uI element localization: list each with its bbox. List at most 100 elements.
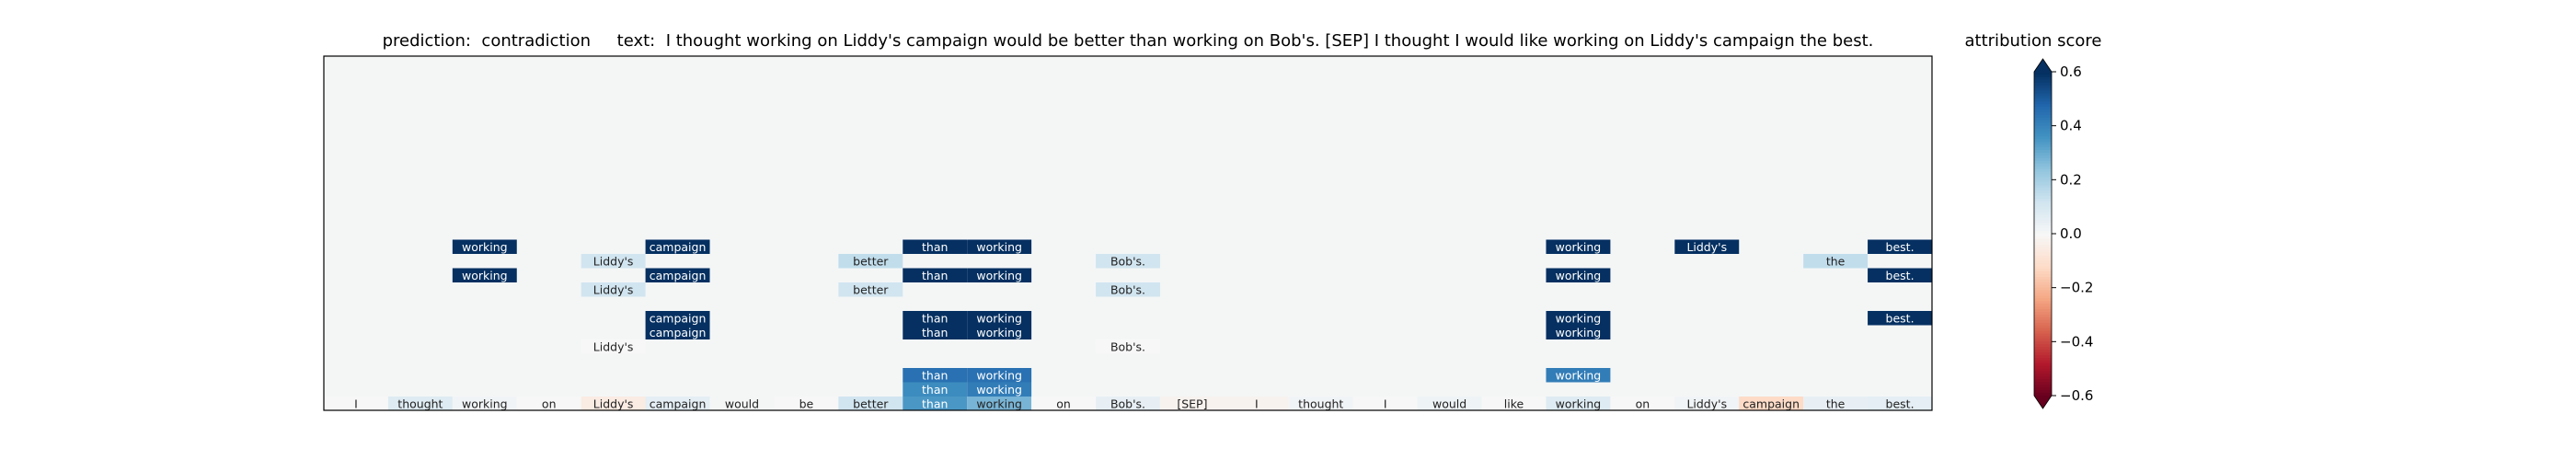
heatmap-cell <box>1868 311 1932 326</box>
base-row-cell <box>1288 397 1353 411</box>
base-row-cell <box>1674 397 1740 411</box>
base-token-label: on <box>1636 397 1650 410</box>
cell-token-label: best. <box>1886 311 1915 325</box>
base-row-cell <box>774 397 839 411</box>
cell-token-label: than <box>922 311 948 325</box>
heatmap-cell <box>1546 311 1611 326</box>
base-row-cell <box>581 397 646 411</box>
cell-token-label: Liddy's <box>1686 240 1727 254</box>
cell-token-label: the <box>1826 254 1846 268</box>
colorbar-tick-label: −0.4 <box>2060 333 2093 350</box>
colorbar-gradient <box>2034 72 2052 397</box>
cell-token-label: Liddy's <box>593 282 634 296</box>
cell-token-label: best. <box>1886 240 1915 254</box>
heatmap-cell <box>903 325 968 339</box>
cell-token-label: working <box>462 269 508 282</box>
base-row-cell <box>1352 397 1418 411</box>
heatmap-cell <box>967 239 1032 254</box>
base-token-label: on <box>542 397 557 410</box>
heatmap-cell <box>903 382 968 397</box>
cell-token-label: working <box>462 240 508 254</box>
base-row-cell <box>1031 397 1097 411</box>
base-token-label: [SEP] <box>1177 397 1207 410</box>
heatmap-frame <box>323 55 1933 411</box>
heatmap-cell <box>967 325 1032 339</box>
base-token-label: I <box>1384 397 1387 410</box>
cell-token-label: working <box>976 269 1022 282</box>
base-row-cell <box>1739 397 1804 411</box>
chart-title: prediction: contradiction text: I though… <box>324 31 1932 51</box>
heatmap-cell <box>1546 239 1611 254</box>
colorbar-tick-label: 0.0 <box>2060 225 2082 242</box>
cell-token-label: than <box>922 383 948 397</box>
cell-token-label: best. <box>1886 269 1915 282</box>
base-token-label: working <box>976 397 1022 410</box>
base-token-label: Bob's. <box>1110 397 1145 410</box>
cell-token-label: than <box>922 240 948 254</box>
cell-token-label: working <box>1556 269 1602 282</box>
heatmap-cell <box>967 382 1032 397</box>
base-token-label: working <box>462 397 508 410</box>
base-token-label: I <box>354 397 358 410</box>
base-row-cell <box>516 397 581 411</box>
heatmap-cell <box>581 254 646 269</box>
base-token-label: Liddy's <box>593 397 634 410</box>
colorbar-tick-label: 0.2 <box>2060 171 2082 188</box>
cell-token-label: campaign <box>650 269 707 282</box>
base-row-cell <box>838 397 903 411</box>
prediction-label: prediction: <box>382 31 471 51</box>
cell-token-label: Bob's. <box>1110 282 1145 296</box>
base-token-label: the <box>1826 397 1846 410</box>
heatmap-cell <box>967 368 1032 383</box>
heatmap-cell <box>903 268 968 282</box>
heatmap-cell <box>1096 254 1160 269</box>
colorbar-title: attribution score <box>1964 31 2102 51</box>
colorbar-extend-min <box>2034 396 2052 408</box>
cell-token-label: better <box>853 254 889 268</box>
cell-token-label: working <box>1556 368 1602 382</box>
cell-token-label: Liddy's <box>593 254 634 268</box>
base-token-label: Liddy's <box>1686 397 1727 410</box>
heatmap-cell <box>452 268 517 282</box>
base-token-label: I <box>1255 397 1259 410</box>
text-value: I thought working on Liddy's campaign wo… <box>665 31 1874 51</box>
base-token-label: would <box>1432 397 1466 410</box>
heatmap-cell <box>1096 282 1160 297</box>
base-token-label: campaign <box>1742 397 1800 410</box>
heatmap-cell <box>645 239 710 254</box>
base-row-cell <box>709 397 775 411</box>
heatmap-cell <box>1546 325 1611 339</box>
heatmap-cell <box>581 339 646 354</box>
base-row-cell <box>903 397 968 411</box>
colorbar-tick-label: −0.6 <box>2060 387 2093 404</box>
cell-token-label: than <box>922 368 948 382</box>
colorbar-tick-label: 0.4 <box>2060 118 2082 134</box>
base-token-label: campaign <box>650 397 707 410</box>
cell-token-label: working <box>976 383 1022 397</box>
heatmap-cell <box>903 311 968 326</box>
heatmap-cell <box>1674 239 1740 254</box>
base-row-cell <box>452 397 517 411</box>
heatmap-cell <box>1546 368 1611 383</box>
base-token-label: on <box>1056 397 1071 410</box>
colorbar-extend-max <box>2034 59 2052 72</box>
cell-token-label: working <box>976 326 1022 339</box>
colorbar-tick-label: 0.6 <box>2060 63 2082 80</box>
base-token-label: like <box>1504 397 1524 410</box>
heatmap-cell <box>645 268 710 282</box>
heatmap-cell <box>645 311 710 326</box>
base-token-label: working <box>1556 397 1602 410</box>
base-token-label: better <box>853 397 889 410</box>
base-row-cell <box>1868 397 1932 411</box>
cell-token-label: better <box>853 282 889 296</box>
heatmap-cell <box>581 282 646 297</box>
heatmap-cell <box>967 311 1032 326</box>
heatmap-cell <box>838 282 903 297</box>
heatmap-cell <box>1803 254 1869 269</box>
text-label: text: <box>616 31 656 51</box>
cell-token-label: than <box>922 269 948 282</box>
cell-token-label: campaign <box>650 311 707 325</box>
base-row-cell <box>1546 397 1611 411</box>
